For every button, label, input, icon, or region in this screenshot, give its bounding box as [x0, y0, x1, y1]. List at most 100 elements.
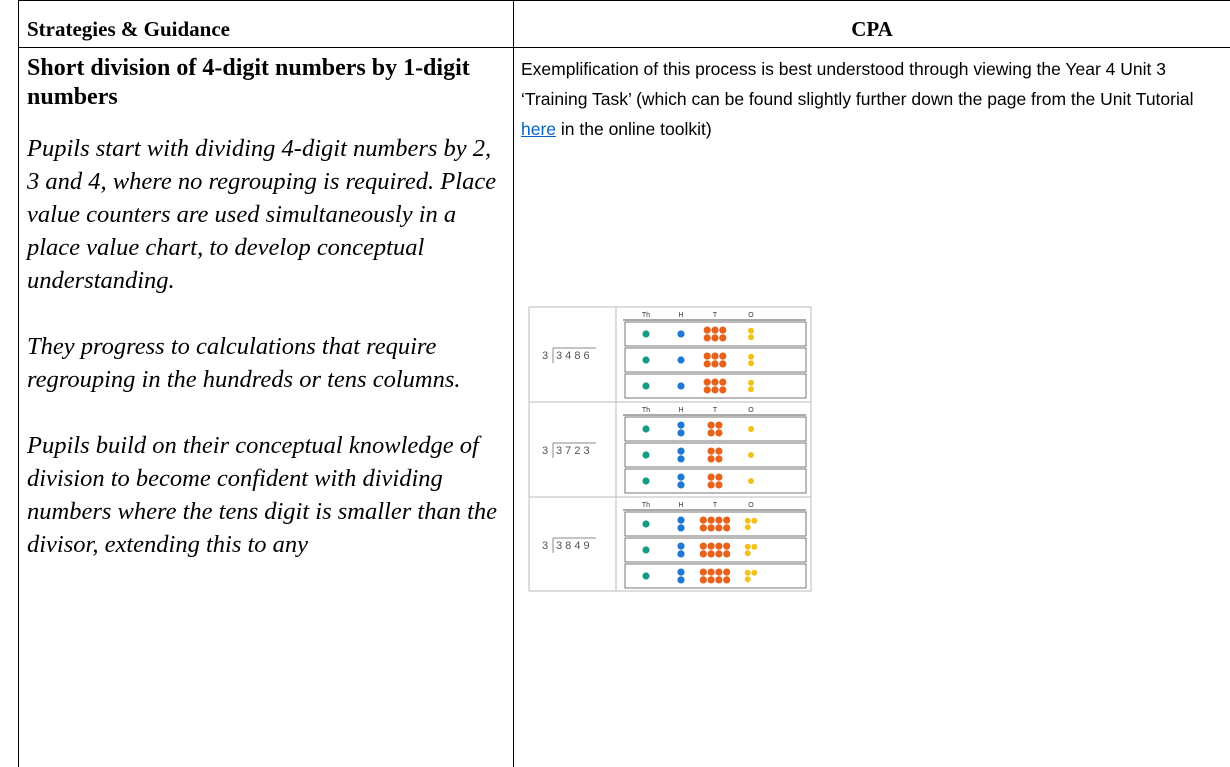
counter — [642, 451, 650, 459]
counters — [744, 517, 758, 531]
counter — [707, 473, 715, 481]
text: in the online toolkit) — [556, 119, 712, 139]
counter — [699, 516, 707, 524]
counter — [748, 426, 754, 432]
counter — [677, 473, 685, 481]
counter — [711, 378, 719, 386]
counter — [703, 378, 711, 386]
counter — [642, 572, 650, 580]
counter — [642, 330, 650, 338]
counter — [748, 334, 754, 341]
row-box — [624, 416, 807, 442]
counter — [699, 524, 707, 532]
counter — [707, 542, 715, 550]
counter — [715, 568, 723, 576]
counters — [703, 378, 727, 394]
counter — [715, 473, 723, 481]
counter — [677, 481, 685, 489]
text: Exemplification of this process is best … — [521, 59, 1194, 109]
counter — [744, 517, 751, 524]
right-cell: Exemplification of this process is best … — [513, 47, 1230, 767]
counters — [677, 356, 685, 364]
counter — [703, 360, 711, 368]
counters — [677, 568, 685, 584]
counter — [719, 326, 727, 334]
counter — [711, 334, 719, 342]
counters — [748, 353, 754, 367]
counter — [677, 421, 685, 429]
counter — [707, 516, 715, 524]
counter — [699, 568, 707, 576]
counter — [719, 360, 727, 368]
paragraph: Pupils build on their conceptual knowled… — [27, 432, 497, 558]
row-box — [624, 373, 807, 399]
counter — [715, 447, 723, 455]
divisor: 3 — [542, 540, 548, 552]
counters — [642, 477, 650, 485]
counter — [715, 481, 723, 489]
counter — [699, 550, 707, 558]
counters — [699, 516, 731, 532]
header-left: Strategies & Guidance — [18, 0, 514, 48]
column-header: T — [713, 502, 718, 509]
column-header: Th — [642, 502, 650, 509]
counters — [677, 330, 685, 338]
counters — [707, 447, 723, 463]
counters — [642, 520, 650, 528]
row-box — [624, 511, 807, 537]
counter — [715, 524, 723, 532]
counter — [642, 520, 650, 528]
link[interactable]: here — [521, 119, 557, 139]
column-header: T — [713, 407, 718, 414]
counter — [677, 429, 685, 437]
counter — [715, 542, 723, 550]
counter — [677, 455, 685, 463]
counter — [715, 429, 723, 437]
counter — [707, 481, 715, 489]
column-header: H — [678, 407, 683, 414]
counter — [719, 386, 727, 394]
counter — [723, 576, 731, 584]
counter — [677, 568, 685, 576]
column-header: T — [713, 312, 718, 319]
dividend: 3 4 8 6 — [556, 350, 590, 362]
counter — [748, 386, 754, 393]
counter — [744, 543, 751, 550]
counter — [677, 382, 685, 390]
counters — [707, 473, 723, 489]
counters — [699, 568, 731, 584]
counter — [744, 550, 751, 557]
counter — [744, 524, 751, 531]
row-box — [624, 563, 807, 589]
counter — [723, 542, 731, 550]
column-header: Th — [642, 407, 650, 414]
column-header: H — [678, 502, 683, 509]
counters — [642, 382, 650, 390]
heading: Short division of 4-digit numbers by 1-d… — [27, 55, 470, 110]
counter — [723, 516, 731, 524]
row-box — [624, 442, 807, 468]
counter — [723, 550, 731, 558]
figure: 3 3 4 8 6 Th H T O 3 3 7 2 3 Th H T O 3 3 8 4 9 Th H T O — [528, 306, 812, 592]
row-box — [624, 537, 807, 563]
left-cell: Short division of 4-digit numbers by 1-d… — [18, 47, 514, 767]
counters — [677, 516, 685, 532]
counter — [748, 353, 754, 360]
counter — [715, 516, 723, 524]
counters — [744, 543, 758, 557]
counter — [642, 356, 650, 364]
row-box — [624, 347, 807, 373]
counter — [677, 542, 685, 550]
counter — [751, 517, 758, 524]
counter — [677, 516, 685, 524]
counter — [707, 576, 715, 584]
counters — [677, 447, 685, 463]
counter — [642, 382, 650, 390]
header-right: CPA — [513, 0, 1230, 48]
counter — [715, 576, 723, 584]
counter — [711, 386, 719, 394]
counter — [707, 421, 715, 429]
counters — [677, 542, 685, 558]
counter — [707, 568, 715, 576]
counter — [715, 550, 723, 558]
